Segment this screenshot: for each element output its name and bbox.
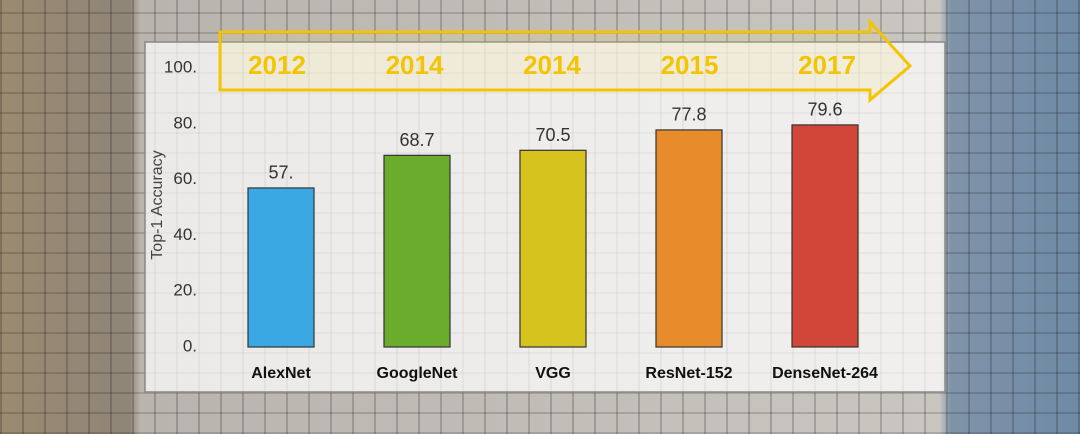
bar [247,187,315,348]
year-label: 2015 [661,50,719,80]
year-label: 2014 [386,50,444,80]
y-axis-label: Top-1 Accuracy [149,150,166,259]
y-tick-label: 40. [173,225,197,244]
x-tick-label: VGG [535,365,571,382]
bar [791,124,859,348]
x-tick-label: GoogleNet [377,365,459,382]
value-label: 70.5 [535,125,570,145]
bar [383,154,451,348]
x-tick-label: AlexNet [251,365,311,382]
value-label: 79.6 [807,100,842,120]
value-label: 68.7 [399,130,434,150]
year-label: 2014 [523,50,581,80]
bar [655,129,723,348]
y-tick-label: 60. [173,169,197,188]
y-tick-label: 100. [164,57,197,76]
year-label: 2012 [248,50,306,80]
y-tick-label: 80. [173,113,197,132]
value-label: 57. [268,163,293,183]
y-tick-label: 0. [183,336,197,355]
x-tick-label: DenseNet-264 [772,365,878,382]
timeline-arrow [218,18,913,104]
y-tick-label: 20. [173,281,197,300]
year-label: 2017 [798,50,856,80]
x-tick-label: ResNet-152 [645,365,732,382]
bar [519,149,587,348]
value-label: 77.8 [671,105,706,125]
